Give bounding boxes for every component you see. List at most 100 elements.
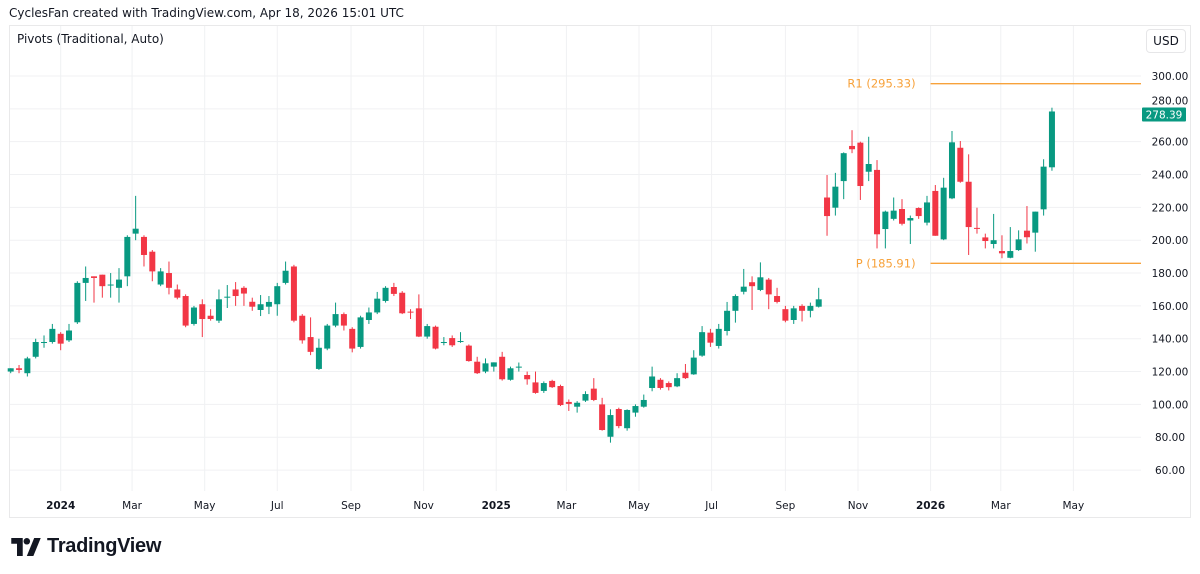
candle-body — [365, 312, 372, 321]
candle-body — [1032, 211, 1039, 233]
y-tick-label: 80.00 — [1155, 432, 1185, 444]
chart-frame — [9, 25, 1191, 518]
y-tick-label: 160.00 — [1152, 301, 1189, 313]
x-tick-label: Mar — [991, 500, 1011, 512]
candle-body — [565, 401, 572, 404]
candle-body — [349, 328, 356, 349]
candle-body — [190, 307, 197, 324]
candle-body — [699, 332, 706, 356]
chart-credit: CyclesFan created with TradingView.com, … — [9, 6, 404, 20]
candle-body — [132, 228, 139, 234]
indicator-legend[interactable]: Pivots (Traditional, Auto) — [17, 32, 164, 46]
candle-body — [973, 227, 980, 229]
y-tick-label: 180.00 — [1152, 268, 1189, 280]
candle-body — [399, 292, 406, 314]
candle-body — [324, 325, 331, 349]
candle-body — [224, 296, 231, 298]
candle-body — [615, 408, 622, 427]
candle-body — [524, 375, 531, 380]
candle-body — [199, 304, 206, 320]
tradingview-logo-text: TradingView — [47, 535, 162, 557]
candle-body — [674, 378, 681, 387]
candle-body — [824, 197, 831, 217]
candle-body — [799, 305, 806, 311]
candle-body — [932, 190, 939, 236]
candle-body — [540, 383, 547, 391]
candle-body — [1015, 239, 1022, 251]
candle-body — [57, 333, 64, 344]
candle-body — [782, 309, 789, 321]
candle-body — [282, 270, 289, 283]
candle-body — [840, 153, 847, 182]
candle-body — [374, 298, 381, 313]
candle-body — [507, 368, 514, 380]
y-tick-label: 300.00 — [1152, 71, 1189, 83]
x-tick-label: May — [628, 500, 650, 512]
tradingview-logo-icon — [11, 537, 41, 556]
candle-body — [515, 366, 522, 368]
y-tick-label: 240.00 — [1152, 170, 1189, 182]
candle-body — [332, 314, 339, 326]
tradingview-logo[interactable]: TradingView — [11, 535, 161, 558]
candle-body — [357, 317, 364, 347]
candle-body — [16, 368, 23, 370]
candle-body — [257, 304, 264, 310]
candle-body — [49, 328, 56, 343]
currency-button[interactable]: USD — [1146, 29, 1186, 53]
candle-body — [574, 402, 581, 407]
x-tick-label: May — [194, 500, 216, 512]
candle-body — [249, 301, 256, 307]
candle-body — [1048, 111, 1055, 168]
candle-body — [432, 326, 439, 349]
candle-body — [215, 299, 222, 321]
candle-body — [982, 237, 989, 242]
x-tick-label: Mar — [557, 500, 577, 512]
candle-body — [1040, 166, 1047, 210]
candle-body — [915, 208, 922, 217]
candle-body — [965, 181, 972, 228]
candle-body — [807, 305, 814, 311]
candle-body — [774, 296, 781, 302]
candle-body — [24, 358, 31, 374]
candle-body — [290, 266, 297, 321]
candle-body — [407, 311, 414, 313]
candle-body — [948, 142, 955, 199]
x-tick-label: May — [1063, 500, 1085, 512]
pivot-label-r1: R1 (295.33) — [847, 77, 915, 91]
candle-body — [832, 186, 839, 208]
x-tick-label: 2024 — [46, 500, 75, 512]
candle-body — [707, 332, 714, 343]
y-tick-label: 260.00 — [1152, 137, 1189, 149]
candle-body — [449, 338, 456, 346]
x-tick-label: Sep — [341, 500, 361, 512]
candle-body — [424, 326, 431, 337]
candle-body — [765, 279, 772, 295]
candle-body — [890, 210, 897, 219]
candle-body — [140, 236, 147, 255]
candle-body — [182, 296, 189, 326]
candle-body — [124, 236, 131, 277]
candle-body — [632, 406, 639, 413]
candle-body — [640, 399, 647, 407]
candle-body — [91, 276, 97, 278]
y-tick-label: 100.00 — [1152, 399, 1189, 411]
candle-body — [32, 342, 39, 357]
candle-body — [998, 251, 1005, 254]
candle-body — [265, 301, 272, 307]
candle-body — [557, 386, 564, 406]
candle-body — [715, 328, 722, 346]
candle-body — [174, 289, 181, 298]
candle-body — [624, 409, 631, 429]
candle-body — [665, 383, 672, 388]
candle-body — [815, 299, 822, 307]
x-tick-label: 2026 — [916, 500, 945, 512]
x-tick-label: Sep — [775, 500, 795, 512]
candle-body — [1007, 251, 1014, 258]
candle-body — [41, 342, 48, 344]
candle-body — [857, 142, 864, 187]
candle-body — [749, 282, 756, 287]
candle-body — [682, 372, 689, 379]
x-tick-label: Nov — [848, 500, 869, 512]
candle-body — [157, 271, 164, 285]
